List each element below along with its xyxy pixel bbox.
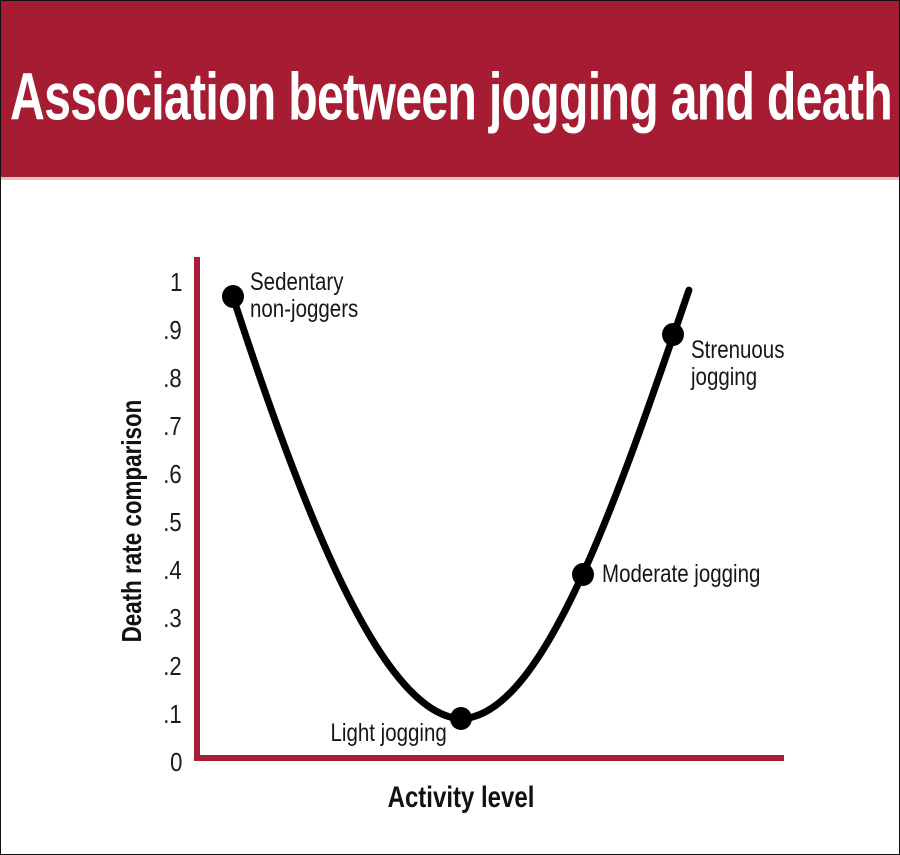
y-tick-label: .3 — [163, 603, 182, 633]
header-separator — [1, 177, 899, 180]
data-point-label-strenuous: Strenuous jogging — [691, 335, 785, 391]
data-point-label-sedentary: Sedentary non-joggers — [249, 268, 359, 324]
data-point-sedentary — [221, 284, 244, 308]
data-point-strenuous — [662, 323, 685, 347]
data-point-moderate — [572, 563, 595, 587]
y-tick-label: .4 — [163, 555, 182, 585]
y-tick-label: .9 — [163, 315, 182, 345]
y-tick-label: .8 — [163, 363, 182, 393]
y-tick-label: .6 — [163, 459, 182, 489]
header-banner — [1, 1, 899, 177]
page-title: Association between jogging and death — [10, 59, 893, 135]
y-axis-title: Death rate comparison — [116, 399, 147, 643]
x-axis-line — [194, 755, 784, 761]
data-point-label-moderate: Moderate jogging — [602, 559, 761, 588]
jogging-curve-path — [229, 286, 693, 723]
y-tick-label: .5 — [163, 507, 182, 537]
y-tick-label: 0 — [169, 747, 182, 777]
y-tick-label: .1 — [163, 699, 182, 729]
y-tick-label: .7 — [163, 411, 182, 441]
y-axis-line — [194, 257, 200, 761]
data-point-label-light: Light jogging — [330, 718, 448, 747]
y-tick-label: 1 — [169, 267, 182, 297]
data-point-light — [450, 707, 473, 731]
x-axis-title: Activity level — [387, 781, 535, 814]
y-tick-label: .2 — [163, 651, 182, 681]
